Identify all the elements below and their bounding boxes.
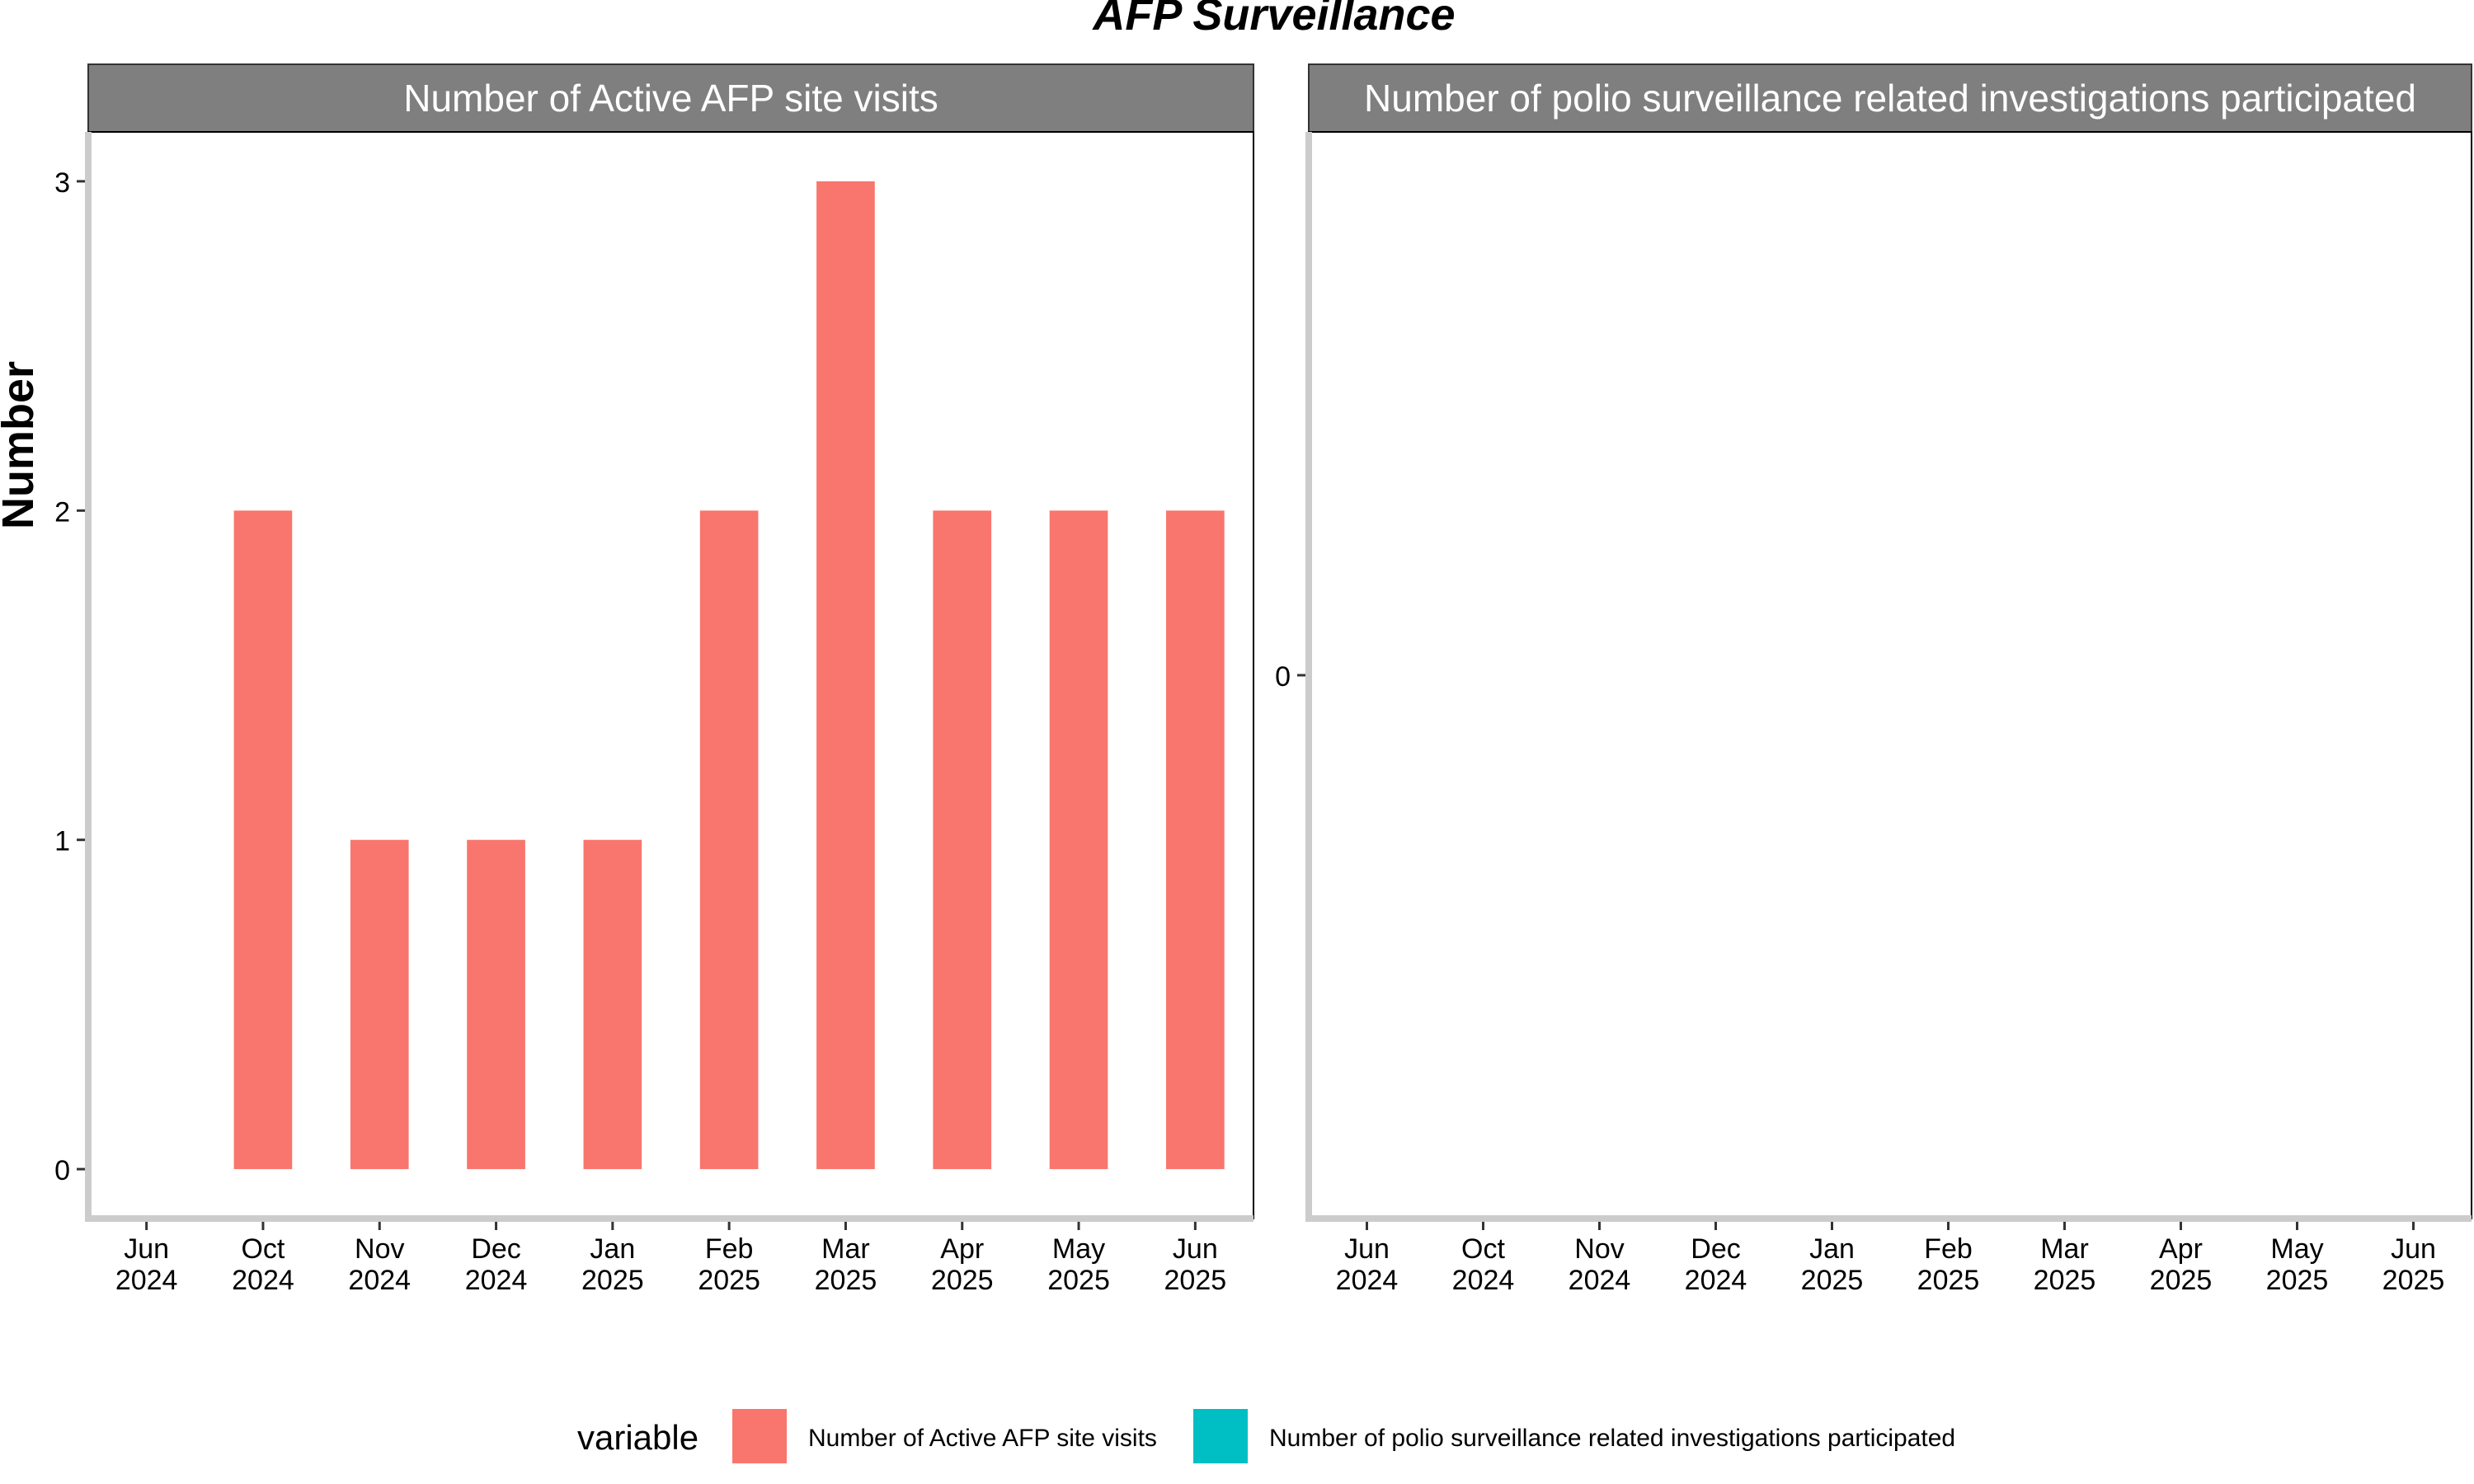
x-tick-label-month-2-7: Apr [2159, 1233, 2203, 1265]
y-axis-title: Number [0, 361, 43, 529]
legend-label-1: Number of Active AFP site visits [808, 1425, 1157, 1452]
x-tick-label-month-1-5: Feb [705, 1233, 754, 1265]
x-tick-label-year-2-8: 2025 [2266, 1265, 2329, 1296]
x-tick-label-year-1-9: 2025 [1164, 1265, 1227, 1296]
x-tick-label-year-2-2: 2024 [1569, 1265, 1631, 1296]
x-tick-label-month-1-4: Jan [590, 1233, 635, 1265]
bar-1-dec-2024 [467, 839, 525, 1170]
y-tick-label-1-3: 3 [54, 167, 70, 199]
x-tick-label-year-2-1: 2024 [1452, 1265, 1515, 1296]
x-tick-label-year-1-6: 2025 [815, 1265, 877, 1296]
panel-border-2 [1308, 131, 2472, 1219]
x-tick-label-month-2-6: Mar [2040, 1233, 2089, 1265]
legend-title: variable [577, 1418, 698, 1457]
x-tick-label-month-2-3: Dec [1691, 1233, 1740, 1265]
y-tick-label-1-1: 1 [54, 826, 70, 857]
x-tick-label-year-1-8: 2025 [1047, 1265, 1110, 1296]
x-tick-label-year-2-9: 2025 [2382, 1265, 2445, 1296]
bar-1-apr-2025 [933, 510, 992, 1170]
legend-key-2 [1193, 1409, 1248, 1463]
bar-1-may-2025 [1049, 510, 1108, 1170]
bar-1-jun-2025 [1166, 510, 1225, 1170]
x-tick-label-year-1-3: 2024 [465, 1265, 528, 1296]
facet-strip-label-2: Number of polio surveillance related inv… [1364, 77, 2416, 120]
x-tick-label-year-2-7: 2025 [2150, 1265, 2213, 1296]
x-tick-label-month-2-8: May [2270, 1233, 2323, 1265]
facet-panel-2: Number of polio surveillance related inv… [1275, 63, 2472, 1296]
bar-1-nov-2024 [350, 839, 409, 1170]
bar-1-jan-2025 [583, 839, 642, 1170]
legend-key-1 [732, 1409, 787, 1463]
x-tick-label-year-2-6: 2025 [2034, 1265, 2096, 1296]
x-tick-label-year-1-4: 2025 [581, 1265, 644, 1296]
x-tick-label-month-1-8: May [1052, 1233, 1105, 1265]
facet-panels: Number of Active AFP site visits0123Jun2… [54, 63, 2472, 1296]
facet-strip-label-1: Number of Active AFP site visits [403, 77, 938, 120]
x-tick-label-month-1-6: Mar [821, 1233, 870, 1265]
x-tick-label-year-1-0: 2024 [115, 1265, 178, 1296]
legend-label-2: Number of polio surveillance related inv… [1269, 1425, 1955, 1452]
facet-strip-1 [87, 63, 1254, 133]
y-tick-label-1-2: 2 [54, 496, 70, 528]
y-tick-label-1-0: 0 [54, 1155, 70, 1186]
x-tick-label-month-1-2: Nov [355, 1233, 404, 1265]
x-tick-label-month-1-3: Dec [471, 1233, 520, 1265]
x-tick-label-month-2-5: Feb [1924, 1233, 1973, 1265]
x-tick-label-year-2-0: 2024 [1336, 1265, 1399, 1296]
x-tick-label-year-1-5: 2025 [698, 1265, 760, 1296]
x-tick-label-month-1-1: Oct [241, 1233, 285, 1265]
x-tick-label-month-1-9: Jun [1173, 1233, 1218, 1265]
x-tick-label-year-1-1: 2024 [232, 1265, 294, 1296]
x-tick-label-year-1-2: 2024 [348, 1265, 411, 1296]
bar-1-mar-2025 [816, 181, 875, 1170]
y-tick-label-2-0: 0 [1275, 661, 1291, 693]
chart-title: AFP Surveillance [1091, 0, 1455, 40]
x-tick-label-month-2-1: Oct [1461, 1233, 1505, 1265]
x-tick-label-month-1-0: Jun [124, 1233, 169, 1265]
x-tick-label-year-2-3: 2024 [1685, 1265, 1747, 1296]
x-tick-label-month-2-9: Jun [2391, 1233, 2436, 1265]
bar-1-oct-2024 [233, 510, 293, 1170]
x-tick-label-month-1-7: Apr [940, 1233, 984, 1265]
x-tick-label-year-2-4: 2025 [1801, 1265, 1864, 1296]
x-tick-label-month-2-2: Nov [1574, 1233, 1624, 1265]
x-tick-label-month-2-0: Jun [1344, 1233, 1390, 1265]
legend: variable Number of Active AFP site visits… [577, 1409, 1955, 1463]
x-tick-label-year-2-5: 2025 [1917, 1265, 1980, 1296]
bar-1-feb-2025 [699, 510, 759, 1170]
facet-panel-1: Number of Active AFP site visits0123Jun2… [54, 63, 1254, 1296]
x-tick-label-month-2-4: Jan [1809, 1233, 1855, 1265]
x-tick-label-year-1-7: 2025 [931, 1265, 994, 1296]
